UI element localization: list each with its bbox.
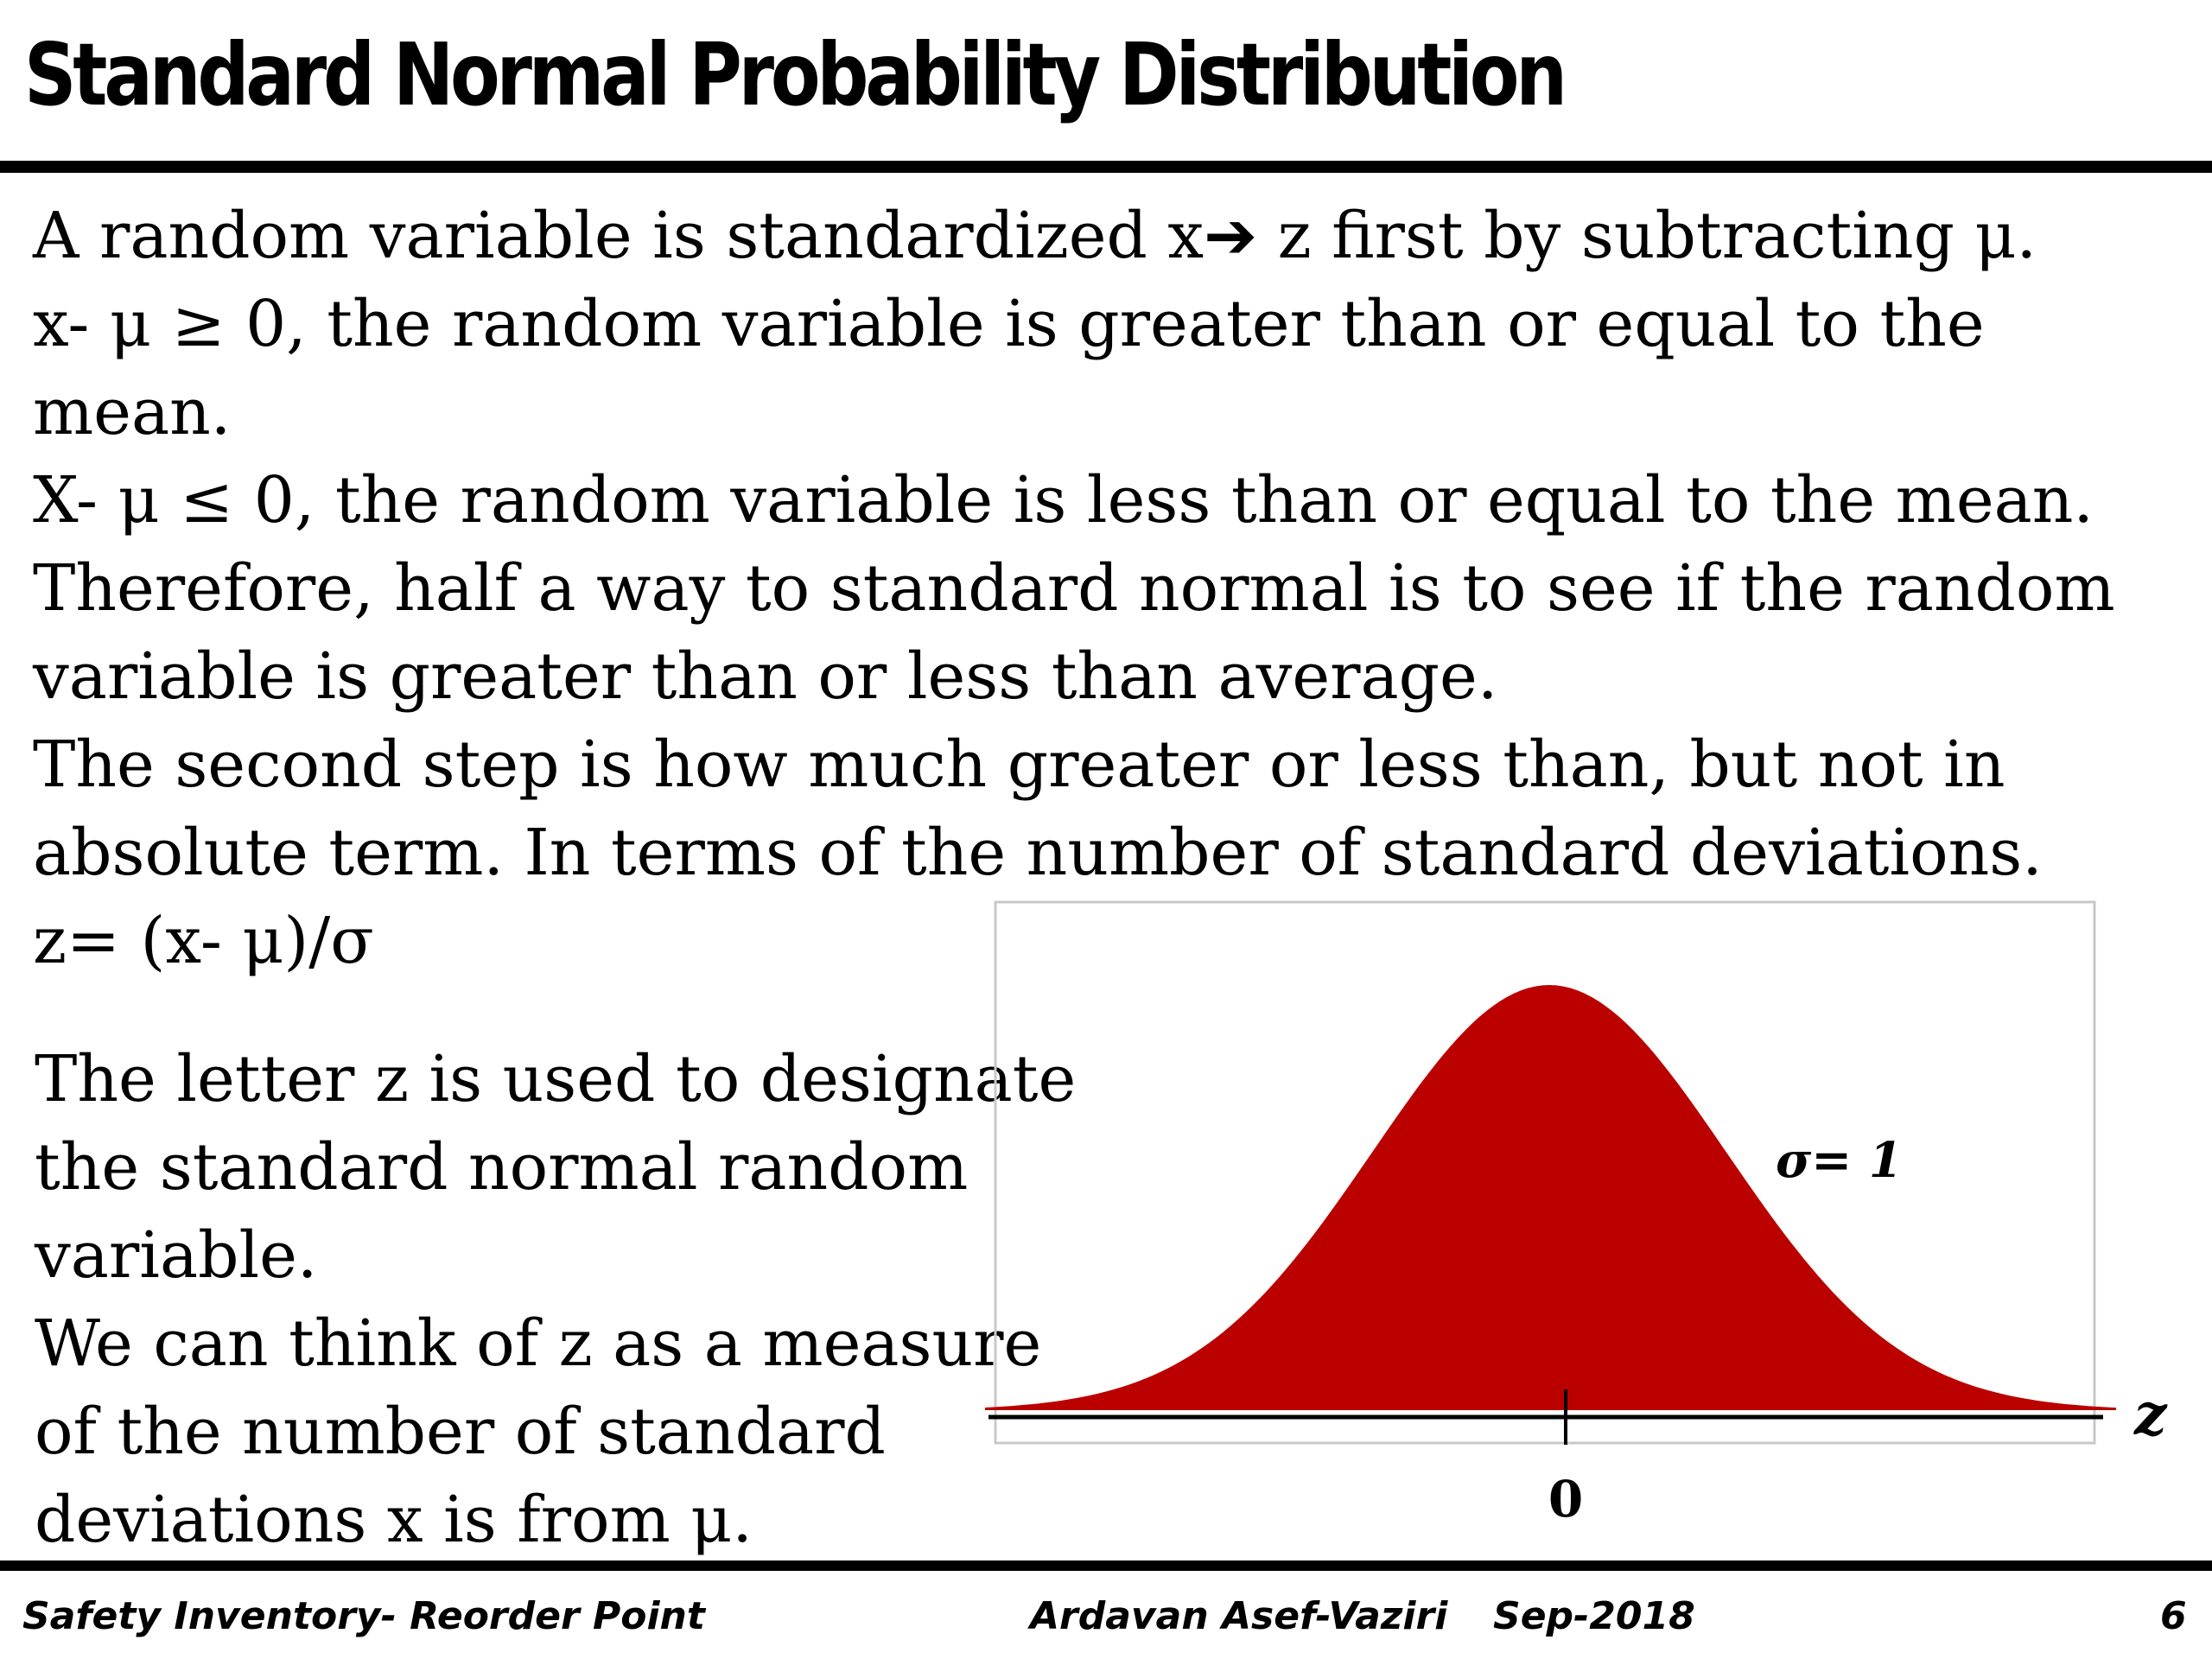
- body-paragraph: x- μ ≥ 0, the random variable is greater…: [33, 287, 1985, 449]
- body-paragraph: The second step is how much greater or l…: [33, 728, 2043, 890]
- z-explanation: The letter z is used to designate the st…: [35, 1035, 1089, 1564]
- footer-divider: [0, 1560, 2212, 1571]
- slide-title: Standard Normal Probability Distribution: [24, 24, 1567, 125]
- normal-curve-figure: σ= 1 z 0: [985, 900, 2168, 1529]
- bell-curve-area: [985, 985, 2116, 1410]
- body-paragraph: A random variable is standardized x➔ z f…: [33, 199, 2037, 273]
- body-paragraph: Therefore, half a way to standard normal…: [33, 551, 2115, 714]
- zero-tick-label: 0: [1548, 1470, 1583, 1529]
- z-axis-label: z: [2133, 1381, 2168, 1448]
- footer-course: Safety Inventory- Reorder Point: [22, 1594, 705, 1638]
- footer-author: Ardavan Asef-Vaziri: [1030, 1594, 1448, 1638]
- figure-frame: [994, 900, 2096, 1445]
- formula: z= (x- μ)/σ: [33, 904, 374, 978]
- body-paragraph: X- μ ≤ 0, the random variable is less th…: [33, 463, 2094, 537]
- sigma-label: σ= 1: [1776, 1132, 1903, 1189]
- page-number: 6: [2160, 1594, 2187, 1638]
- note-paragraph: The letter z is used to designate the st…: [35, 1042, 1077, 1293]
- title-divider: [0, 161, 2212, 173]
- note-paragraph: We can think of z as a measure of the nu…: [35, 1306, 1042, 1557]
- slide-body: A random variable is standardized x➔ z f…: [33, 192, 2193, 985]
- footer-date: Sep-2018: [1493, 1594, 1695, 1638]
